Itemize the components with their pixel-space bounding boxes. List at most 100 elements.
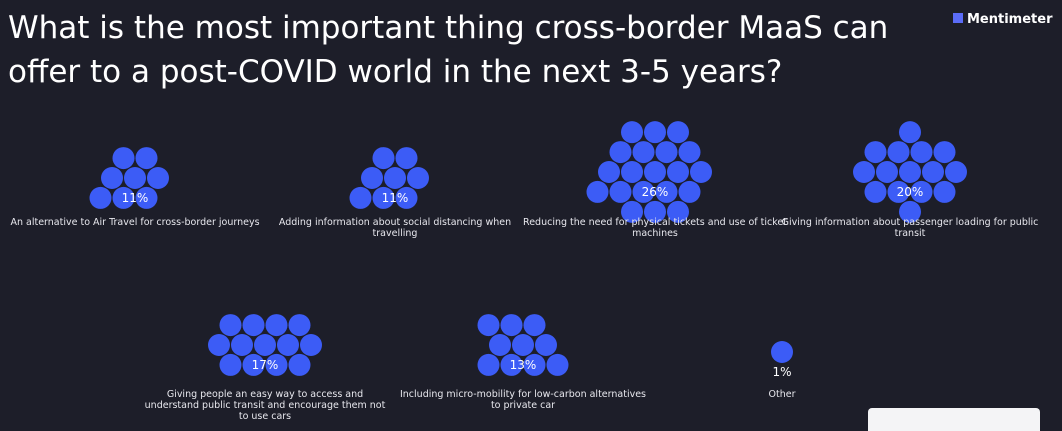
bubble [899, 121, 921, 144]
bubble [644, 200, 666, 223]
bubble [910, 180, 933, 203]
option-label: Including micro-mobility for low-carbon … [399, 389, 647, 411]
bubble [667, 121, 689, 144]
bubble [135, 147, 158, 170]
bubble [219, 353, 242, 376]
bubble [477, 314, 500, 337]
bubble [254, 334, 276, 356]
bubble [667, 161, 689, 183]
value-label: 11% [122, 191, 149, 205]
bubble [349, 186, 372, 209]
bubble [864, 141, 887, 164]
bubble [690, 161, 712, 183]
bubble [535, 334, 557, 356]
bubble [101, 167, 123, 189]
bubble [477, 353, 500, 376]
bubble [372, 147, 395, 170]
bubble [933, 180, 956, 203]
bubble [609, 180, 632, 203]
bubble [853, 161, 875, 183]
bubble [395, 186, 418, 209]
bubble [361, 167, 383, 189]
bubble [265, 353, 288, 376]
bubble [678, 180, 701, 203]
bubble [500, 314, 523, 337]
bubble-cluster [208, 314, 322, 376]
bubble [899, 200, 921, 223]
bubble-cluster [477, 314, 569, 376]
value-label: 17% [252, 358, 279, 372]
bubble [598, 161, 620, 183]
bubble [242, 353, 265, 376]
bubble [621, 161, 643, 183]
bubble [112, 186, 135, 209]
bubble [372, 186, 395, 209]
bubble [864, 180, 887, 203]
bubble [208, 334, 230, 356]
bubble [300, 334, 322, 356]
bubble [489, 334, 511, 356]
option-label: Adding information about social distanci… [278, 217, 512, 239]
bubble-cluster [853, 121, 967, 223]
bubble [219, 314, 242, 337]
value-label: 26% [642, 185, 669, 199]
brand: Mentimeter [953, 12, 1052, 27]
bubble [876, 161, 898, 183]
option-label: An alternative to Air Travel for cross-b… [10, 217, 260, 228]
option-label: Giving information about passenger loadi… [781, 217, 1039, 239]
bubble [922, 161, 944, 183]
bubble [678, 141, 701, 164]
bubble [586, 180, 609, 203]
bubble [546, 353, 569, 376]
bubble [265, 314, 288, 337]
bubble [135, 186, 158, 209]
bubble-cluster [586, 121, 712, 223]
option-label: Giving people an easy way to access and … [144, 389, 386, 422]
option-label: Other [768, 389, 796, 400]
bubble [667, 200, 689, 223]
bubble [231, 334, 253, 356]
bubble [242, 314, 265, 337]
value-label: 1% [772, 365, 791, 379]
bubble [288, 314, 311, 337]
bubble [288, 353, 311, 376]
bubble [621, 121, 643, 144]
bubble [887, 180, 910, 203]
control-panel[interactable] [868, 408, 1040, 431]
bubble-cluster [349, 147, 429, 209]
bubble [384, 167, 406, 189]
value-label: 13% [510, 358, 537, 372]
bubble [945, 161, 967, 183]
bubble [632, 180, 655, 203]
bubble [523, 314, 546, 337]
bubble [933, 141, 956, 164]
bubble [899, 161, 921, 183]
bubble [887, 141, 910, 164]
value-label: 20% [897, 185, 924, 199]
title: What is the most important thing cross-b… [8, 10, 889, 90]
bubble [609, 141, 632, 164]
bubble [771, 341, 793, 363]
bubble-cluster [89, 147, 169, 209]
bubble [395, 147, 418, 170]
bubble [910, 141, 933, 164]
bubble [277, 334, 299, 356]
bubble [632, 141, 655, 164]
value-label: 11% [382, 191, 409, 205]
bubble [512, 334, 534, 356]
bubble [407, 167, 429, 189]
bubble [621, 200, 643, 223]
option-label: Reducing the need for physical tickets a… [523, 217, 787, 239]
bubble [124, 167, 146, 189]
bubble [655, 180, 678, 203]
bubble [89, 186, 112, 209]
bubble [500, 353, 523, 376]
bubble [644, 161, 666, 183]
bubble [523, 353, 546, 376]
bubble [655, 141, 678, 164]
bubble [112, 147, 135, 170]
bubble-cluster [771, 341, 793, 363]
bubble [147, 167, 169, 189]
